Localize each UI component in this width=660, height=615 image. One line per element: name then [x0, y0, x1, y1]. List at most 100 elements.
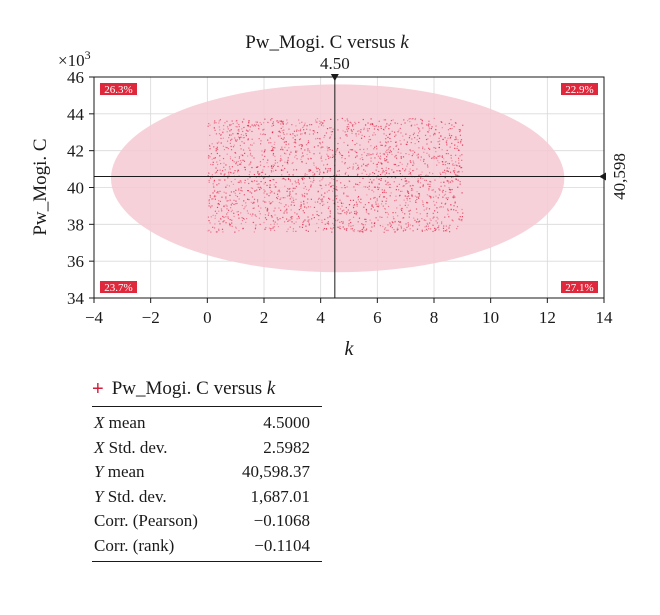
data-point: [237, 164, 239, 166]
data-point: [283, 137, 285, 139]
quadrant-bottom-right: 27.1%: [561, 281, 598, 294]
data-point: [332, 227, 335, 229]
data-point: [260, 180, 262, 183]
data-point: [229, 130, 231, 132]
data-point: [213, 196, 216, 198]
data-point: [434, 229, 437, 231]
data-point: [421, 120, 423, 122]
data-point: [406, 197, 408, 200]
data-point: [223, 205, 225, 208]
data-point: [248, 174, 250, 176]
data-point: [380, 125, 382, 128]
data-point: [460, 139, 463, 141]
data-point: [343, 141, 345, 144]
data-point: [245, 202, 247, 204]
data-point: [435, 228, 437, 230]
data-point: [459, 130, 461, 133]
data-point: [314, 131, 316, 133]
data-point: [273, 223, 275, 225]
data-point: [291, 221, 293, 223]
data-point: [253, 231, 255, 233]
data-point: [274, 159, 276, 162]
data-point: [253, 157, 255, 159]
data-point: [333, 174, 335, 177]
data-point: [218, 141, 220, 143]
data-point: [251, 155, 253, 157]
data-point: [444, 216, 446, 218]
data-point: [405, 202, 407, 204]
data-point: [286, 119, 288, 121]
data-point: [384, 160, 386, 162]
data-point: [328, 197, 330, 199]
stats-label: X mean: [94, 413, 146, 433]
data-point: [447, 213, 449, 215]
chart-title: Pw_Mogi. C versus k: [245, 32, 409, 53]
quadrant-percent-label: 23.7%: [104, 282, 132, 294]
data-point: [422, 201, 424, 204]
data-point: [329, 198, 331, 200]
data-point: [373, 132, 375, 134]
data-point: [272, 164, 274, 166]
data-point: [274, 155, 276, 157]
data-point: [446, 167, 448, 169]
data-point: [345, 229, 348, 231]
data-point: [247, 212, 249, 214]
data-point: [240, 212, 242, 214]
data-point: [226, 205, 228, 207]
data-point: [260, 171, 263, 174]
data-point: [331, 178, 333, 180]
data-point: [233, 144, 235, 146]
data-point: [318, 173, 321, 175]
data-point: [404, 177, 406, 179]
data-point: [359, 158, 361, 160]
data-point: [426, 215, 428, 217]
data-point: [369, 173, 371, 175]
data-point: [379, 194, 381, 196]
data-point: [208, 200, 210, 202]
quadrant-percent-label: 27.1%: [565, 282, 593, 294]
data-point: [256, 183, 258, 185]
data-point: [336, 220, 338, 222]
data-point: [263, 151, 265, 153]
data-point: [434, 204, 436, 206]
stats-row: X Std. dev. 2.5982: [92, 436, 322, 461]
data-point: [394, 177, 396, 179]
data-point: [282, 122, 284, 124]
data-point: [272, 166, 274, 168]
data-point: [275, 186, 277, 188]
data-point: [229, 158, 232, 160]
data-point: [459, 216, 461, 218]
x-tick-label: 14: [596, 308, 614, 327]
data-point: [344, 173, 346, 175]
data-point: [458, 129, 460, 131]
data-point: [313, 130, 315, 132]
data-point: [274, 214, 276, 216]
data-point: [390, 119, 393, 122]
data-point: [268, 175, 271, 177]
data-point: [389, 133, 391, 135]
data-point: [344, 212, 346, 214]
data-point: [209, 194, 211, 197]
data-point: [224, 173, 226, 175]
data-point: [260, 143, 262, 145]
data-point: [441, 190, 444, 193]
data-point: [319, 202, 321, 205]
data-point: [426, 124, 428, 126]
data-point: [329, 168, 331, 170]
data-point: [235, 227, 237, 229]
stats-value: −0.1104: [254, 535, 310, 555]
data-point: [232, 183, 235, 185]
data-point: [264, 217, 267, 219]
data-point: [453, 209, 455, 211]
legend-entry: + Pw_Mogi. C versus k: [92, 372, 322, 406]
data-point: [313, 164, 315, 166]
data-point: [225, 222, 227, 224]
data-point: [369, 178, 371, 181]
data-point: [313, 206, 316, 209]
data-point: [450, 191, 452, 194]
data-point: [442, 206, 444, 208]
data-point: [448, 122, 450, 125]
data-point: [282, 123, 284, 125]
data-point: [243, 166, 246, 168]
data-point: [258, 174, 260, 176]
